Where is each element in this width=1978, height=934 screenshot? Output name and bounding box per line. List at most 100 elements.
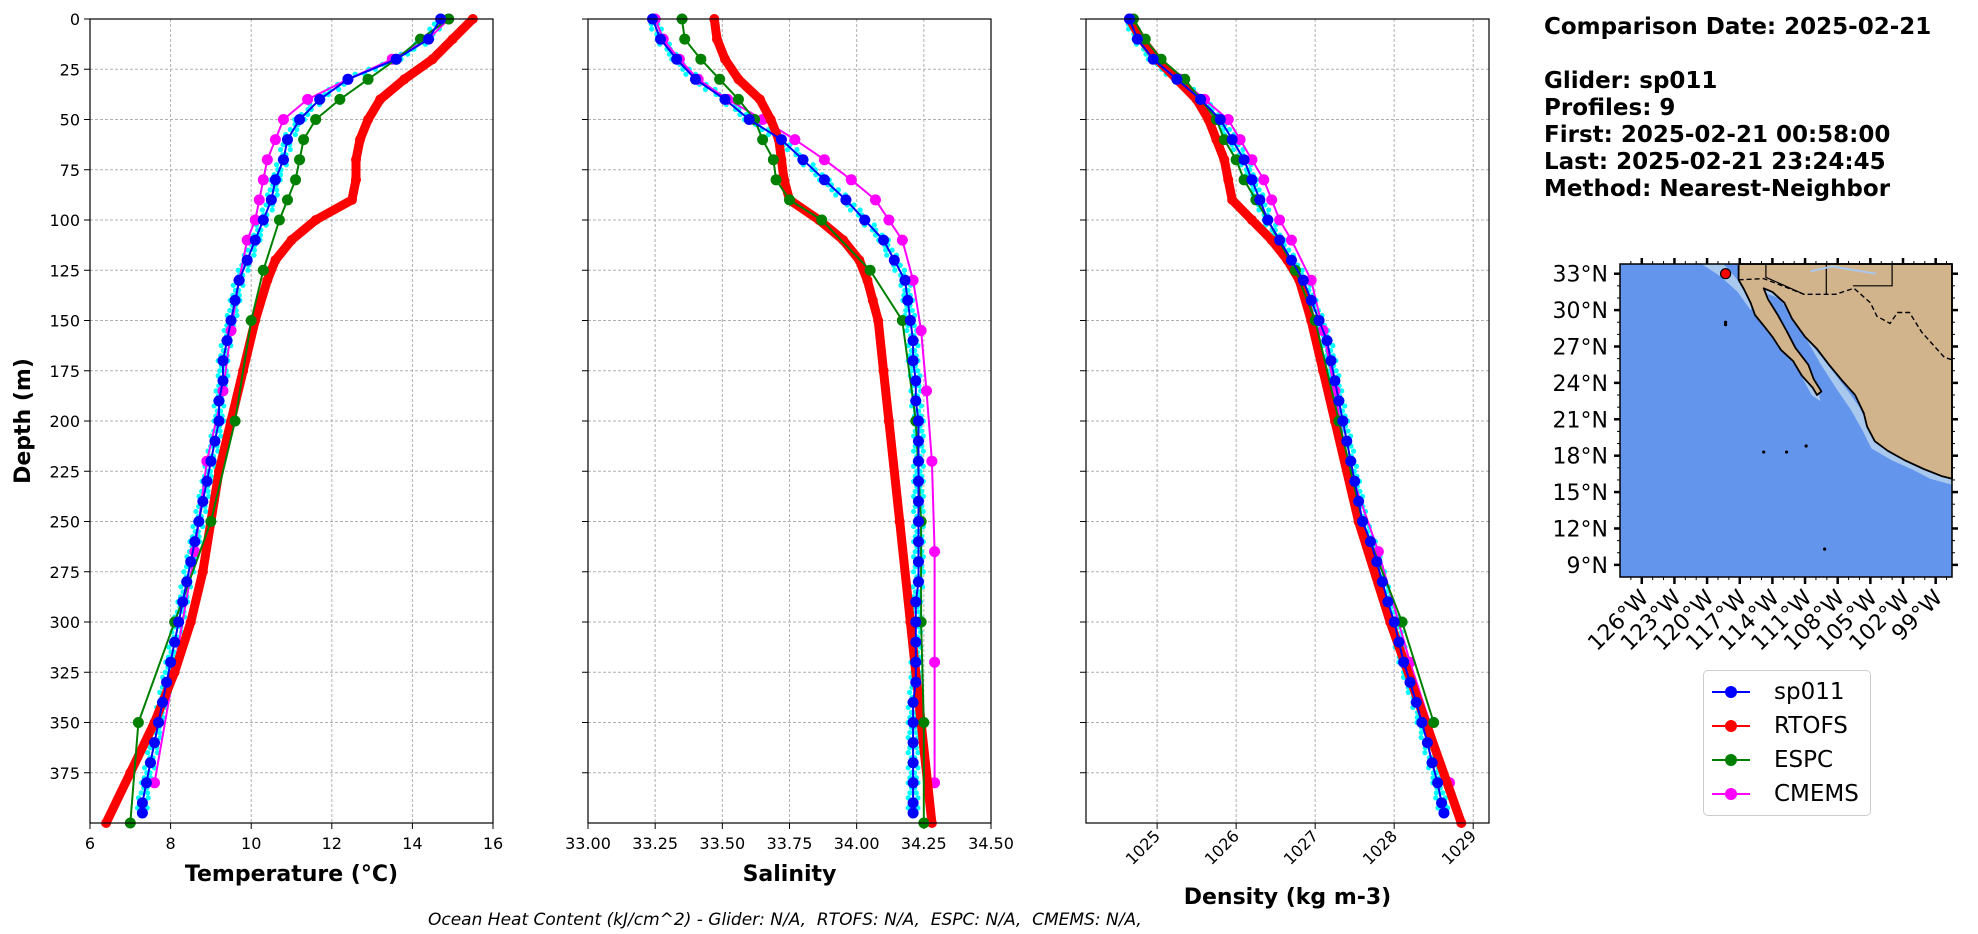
glider-raw-point	[1299, 267, 1305, 273]
data-point	[776, 154, 787, 165]
data-point	[840, 194, 852, 206]
glider-raw-point	[1339, 388, 1345, 394]
glider-raw-point	[166, 644, 172, 650]
legend-marker	[1725, 788, 1737, 800]
data-point	[269, 174, 281, 186]
glider-raw-point	[218, 343, 224, 349]
data-point	[912, 415, 924, 427]
data-point	[754, 94, 765, 105]
data-point	[1266, 194, 1278, 206]
legend-item-espc: ESPC	[1704, 745, 1870, 775]
data-point	[910, 656, 922, 668]
x-tick-label: 1027	[1280, 826, 1322, 868]
data-point	[1203, 114, 1214, 125]
glider-raw-point	[1333, 368, 1339, 374]
y-tick-label: 0	[70, 10, 80, 29]
x-tick-label: 34.00	[834, 834, 880, 853]
glider-raw-points	[1125, 16, 1451, 814]
data-point	[290, 174, 302, 186]
glider-raw-point	[883, 247, 889, 253]
data-point	[1357, 516, 1369, 527]
data-point	[257, 214, 269, 226]
glider-raw-point	[142, 765, 148, 771]
first-time: First: 2025-02-21 00:58:00	[1544, 122, 1891, 148]
glider-raw-point	[251, 252, 257, 258]
data-point	[310, 215, 321, 225]
data-point	[346, 194, 357, 205]
data-point	[1432, 777, 1444, 789]
legend-item-cmems: CMEMS	[1704, 779, 1870, 809]
data-point	[310, 114, 322, 125]
comparison-date: Comparison Date: 2025-02-21	[1544, 14, 1932, 40]
glider-raw-point	[1266, 207, 1272, 213]
glider-raw-point	[784, 147, 790, 153]
data-point	[912, 556, 924, 568]
data-point	[655, 33, 667, 45]
data-point	[907, 355, 919, 367]
x-tick-label: 33.50	[699, 834, 745, 853]
data-point	[689, 73, 701, 85]
glider-raw-point	[910, 584, 916, 590]
glider-raw-point	[911, 448, 917, 454]
data-point	[363, 114, 374, 125]
data-point	[270, 255, 281, 266]
data-point	[1238, 154, 1250, 166]
glider-raw-point	[904, 327, 910, 334]
data-point	[257, 174, 269, 186]
data-point	[845, 174, 857, 186]
glider-raw-point	[857, 207, 863, 213]
data-point	[732, 93, 744, 105]
data-point	[711, 34, 722, 45]
data-point	[1238, 174, 1250, 186]
x-axis-label: Temperature (°C)	[185, 862, 398, 887]
x-tick-label: 34.25	[901, 834, 947, 853]
glider-raw-point	[915, 750, 921, 756]
glider-raw-point	[190, 523, 196, 530]
glider-raw-point	[907, 790, 913, 796]
data-point	[896, 234, 908, 246]
data-point	[1246, 174, 1258, 186]
island	[1804, 444, 1808, 448]
data-point	[342, 73, 354, 85]
data-point	[907, 696, 919, 708]
data-point	[864, 264, 876, 276]
data-point	[899, 274, 911, 286]
data-point	[767, 154, 779, 166]
glider-raw-point	[912, 549, 918, 555]
y-axis-label: Depth (m)	[11, 358, 36, 484]
glider-raw-point	[178, 584, 184, 590]
glider-raw-point	[273, 187, 280, 193]
y-tick-label: 175	[49, 362, 80, 381]
data-point	[1230, 154, 1242, 166]
data-point	[189, 536, 201, 548]
data-point	[912, 435, 924, 447]
data-point	[1155, 53, 1167, 65]
data-point	[1371, 556, 1383, 568]
data-point	[1404, 676, 1416, 688]
data-point	[148, 777, 160, 789]
glider-raw-point	[1433, 795, 1439, 801]
data-point	[910, 375, 922, 387]
x-tick-label: 16	[483, 834, 503, 853]
data-point	[314, 93, 326, 105]
data-point	[302, 93, 314, 105]
data-point	[1333, 395, 1345, 407]
data-point	[757, 134, 769, 146]
data-point	[241, 234, 253, 246]
data-point	[161, 676, 173, 688]
glider-raw-point	[683, 71, 689, 77]
data-point	[679, 33, 691, 45]
profiles-count: Profiles: 9	[1544, 95, 1676, 121]
glider-raw-point	[907, 729, 913, 736]
x-tick-label: 12	[322, 834, 342, 853]
data-point	[1214, 114, 1226, 125]
data-point	[221, 335, 233, 347]
data-point	[225, 315, 237, 326]
glider-raw-point	[205, 488, 211, 494]
data-point	[399, 74, 410, 85]
glider-raw-point	[889, 247, 895, 253]
data-point	[918, 717, 930, 728]
data-point	[1246, 215, 1257, 225]
series-sp011	[1123, 13, 1450, 819]
data-point	[217, 385, 229, 397]
